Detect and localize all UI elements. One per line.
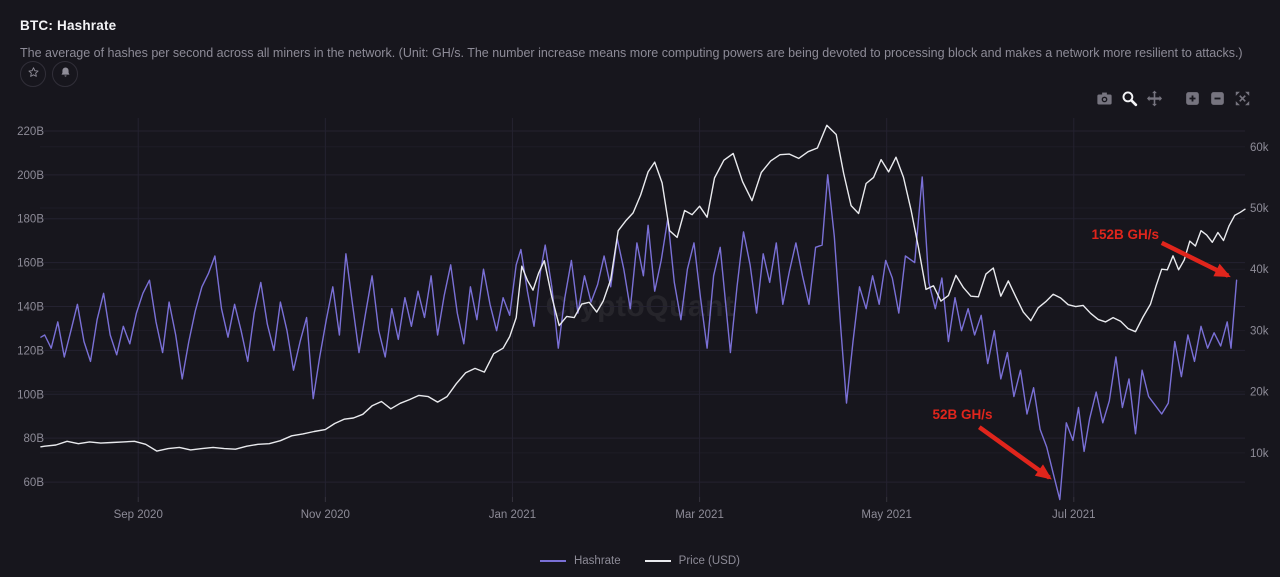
y-left-tick-label: 220B [17,126,44,138]
legend-item-hashrate[interactable]: Hashrate [539,555,621,567]
price-line [40,124,1246,452]
chart-description: The average of hashes per second across … [20,46,1243,60]
annotation-text: 52B GH/s [932,407,992,422]
annotation-arrow [977,425,1052,480]
x-tick-label: Nov 2020 [301,509,350,521]
y-left-tick-label: 60B [24,477,45,489]
y-left-tick-label: 160B [17,258,44,270]
annotation-arrow [1160,240,1231,278]
zoom-in-button[interactable] [1182,88,1203,109]
y-left-tick-label: 180B [17,214,44,226]
alert-button[interactable] [52,61,78,87]
autoscale-button[interactable] [1232,88,1253,109]
y-right-tick-label: 30k [1250,325,1269,337]
x-tick-label: May 2021 [861,509,912,521]
zoom-mode-button[interactable] [1119,88,1140,109]
y-left-tick-label: 80B [24,433,45,445]
legend-label: Hashrate [573,555,621,567]
magnifier-icon [1120,89,1139,108]
x-tick-label: Jul 2021 [1052,509,1095,521]
annotation-text: 152B GH/s [1091,227,1159,242]
y-left-tick-label: 200B [17,170,44,182]
favorite-button[interactable] [20,61,46,87]
y-right-tick-label: 10k [1250,448,1269,460]
y-left-tick-label: 140B [17,302,44,314]
chart-toolbar [1094,88,1253,109]
y-left-tick-label: 120B [17,345,44,357]
chart-legend: Hashrate Price (USD) [0,555,1280,567]
zoom-out-icon [1208,89,1227,108]
pan-icon [1145,89,1164,108]
price-swatch [644,560,671,562]
snapshot-button[interactable] [1094,88,1115,109]
y-right-tick-label: 60k [1250,142,1269,154]
legend-item-price[interactable]: Price (USD) [644,555,740,567]
pan-mode-button[interactable] [1144,88,1165,109]
y-left-tick-label: 100B [17,389,44,401]
zoom-in-icon [1183,89,1202,108]
legend-label: Price (USD) [678,555,740,567]
camera-icon [1095,89,1114,108]
autoscale-icon [1233,89,1252,108]
hashrate-swatch [539,560,566,562]
x-tick-label: Jan 2021 [489,509,536,521]
zoom-out-button[interactable] [1207,88,1228,109]
page-title: BTC: Hashrate [20,18,117,33]
y-right-tick-label: 50k [1250,203,1269,215]
x-tick-label: Sep 2020 [114,509,163,521]
y-right-tick-label: 40k [1250,264,1269,276]
hashrate-line [40,174,1238,501]
bell-icon [59,66,72,82]
header-actions [20,61,78,87]
x-tick-label: Mar 2021 [675,509,724,521]
y-right-tick-label: 20k [1250,387,1269,399]
star-icon [27,66,40,82]
